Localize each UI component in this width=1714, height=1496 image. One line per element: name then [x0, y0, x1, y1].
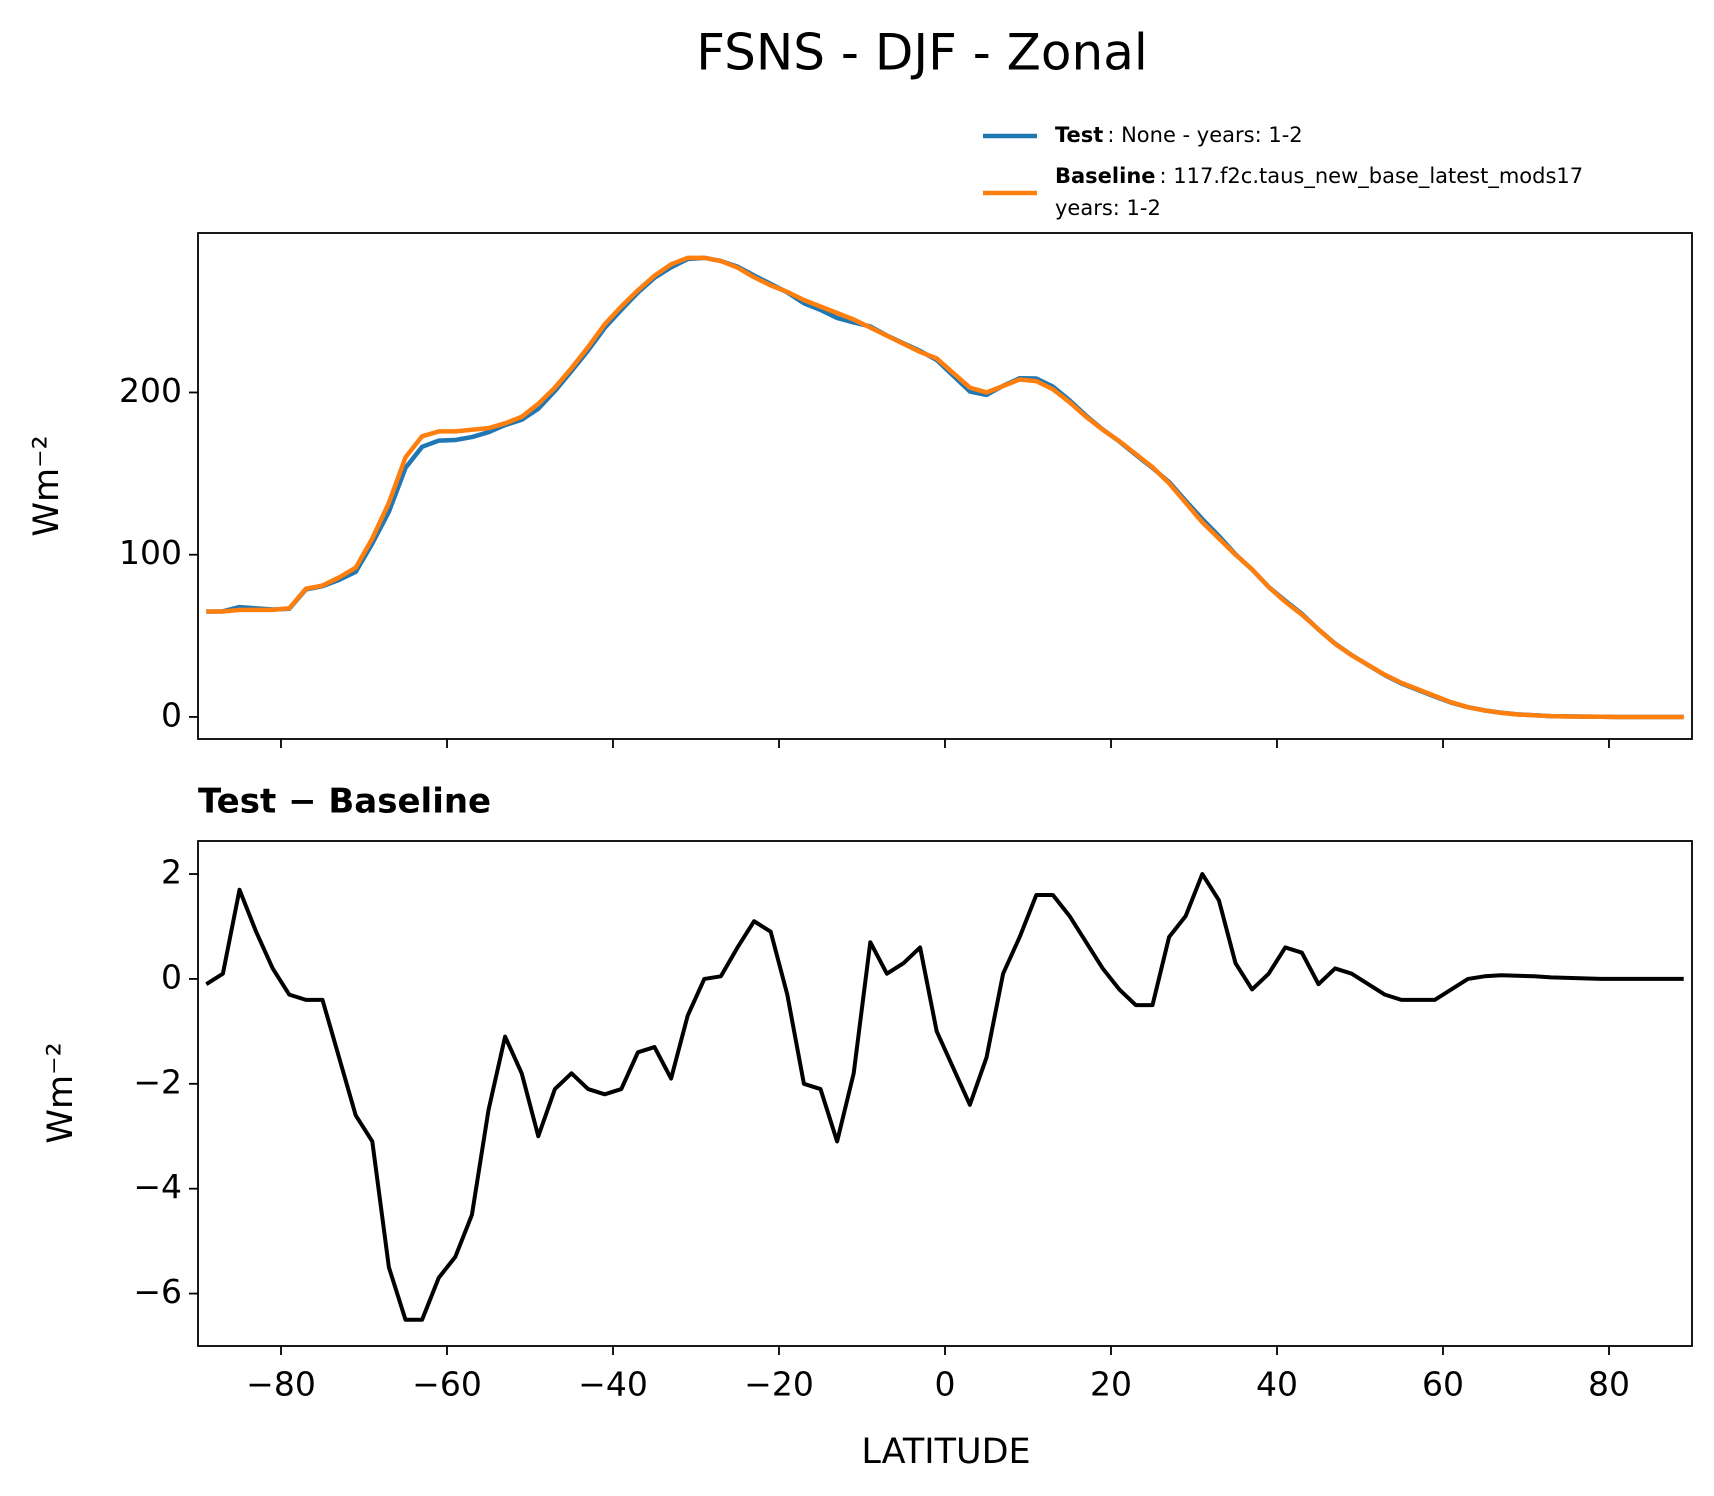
- plot-area: [205, 872, 1684, 1322]
- x-tick-label: 0: [935, 1365, 956, 1404]
- y-tick-label: −4: [133, 1167, 182, 1206]
- x-tick-label: −60: [412, 1365, 482, 1404]
- x-tick-label: 60: [1422, 1365, 1464, 1404]
- y-axis-label: Wm⁻²: [27, 435, 67, 536]
- x-tick-label: −80: [246, 1365, 316, 1404]
- y-tick-label: 200: [119, 371, 182, 410]
- x-tick-label: 40: [1256, 1365, 1298, 1404]
- legend-label: Baseline: [1055, 164, 1156, 188]
- chart-title: FSNS - DJF - Zonal: [696, 24, 1148, 82]
- y-tick-label: 100: [119, 533, 182, 572]
- legend-label: : 117.f2c.taus_new_base_latest_mods17: [1160, 164, 1584, 189]
- data-line: [206, 255, 1684, 720]
- y-axis-label: Wm⁻²: [41, 1042, 81, 1143]
- plot-frame: [197, 840, 1693, 1347]
- y-tick-label: 0: [161, 695, 182, 734]
- x-tick-label: −40: [578, 1365, 648, 1404]
- y-tick-label: 2: [161, 853, 182, 892]
- subplot-title: Test − Baseline: [198, 782, 491, 822]
- legend-label: years: 1-2: [1055, 196, 1161, 220]
- y-tick-label: 0: [161, 957, 182, 996]
- plot-area: [206, 255, 1684, 720]
- plot-frame: [197, 232, 1693, 740]
- x-tick-label: 80: [1588, 1365, 1630, 1404]
- x-tick-label: −20: [744, 1365, 814, 1404]
- x-axis-label: LATITUDE: [861, 1432, 1030, 1472]
- legend-label: Test: [1055, 123, 1103, 147]
- data-line: [205, 872, 1684, 1322]
- legend-label: : None - years: 1-2: [1107, 123, 1302, 147]
- data-line: [206, 255, 1684, 720]
- x-tick-label: 20: [1090, 1365, 1132, 1404]
- y-tick-label: −2: [133, 1062, 182, 1101]
- y-tick-label: −6: [133, 1272, 182, 1311]
